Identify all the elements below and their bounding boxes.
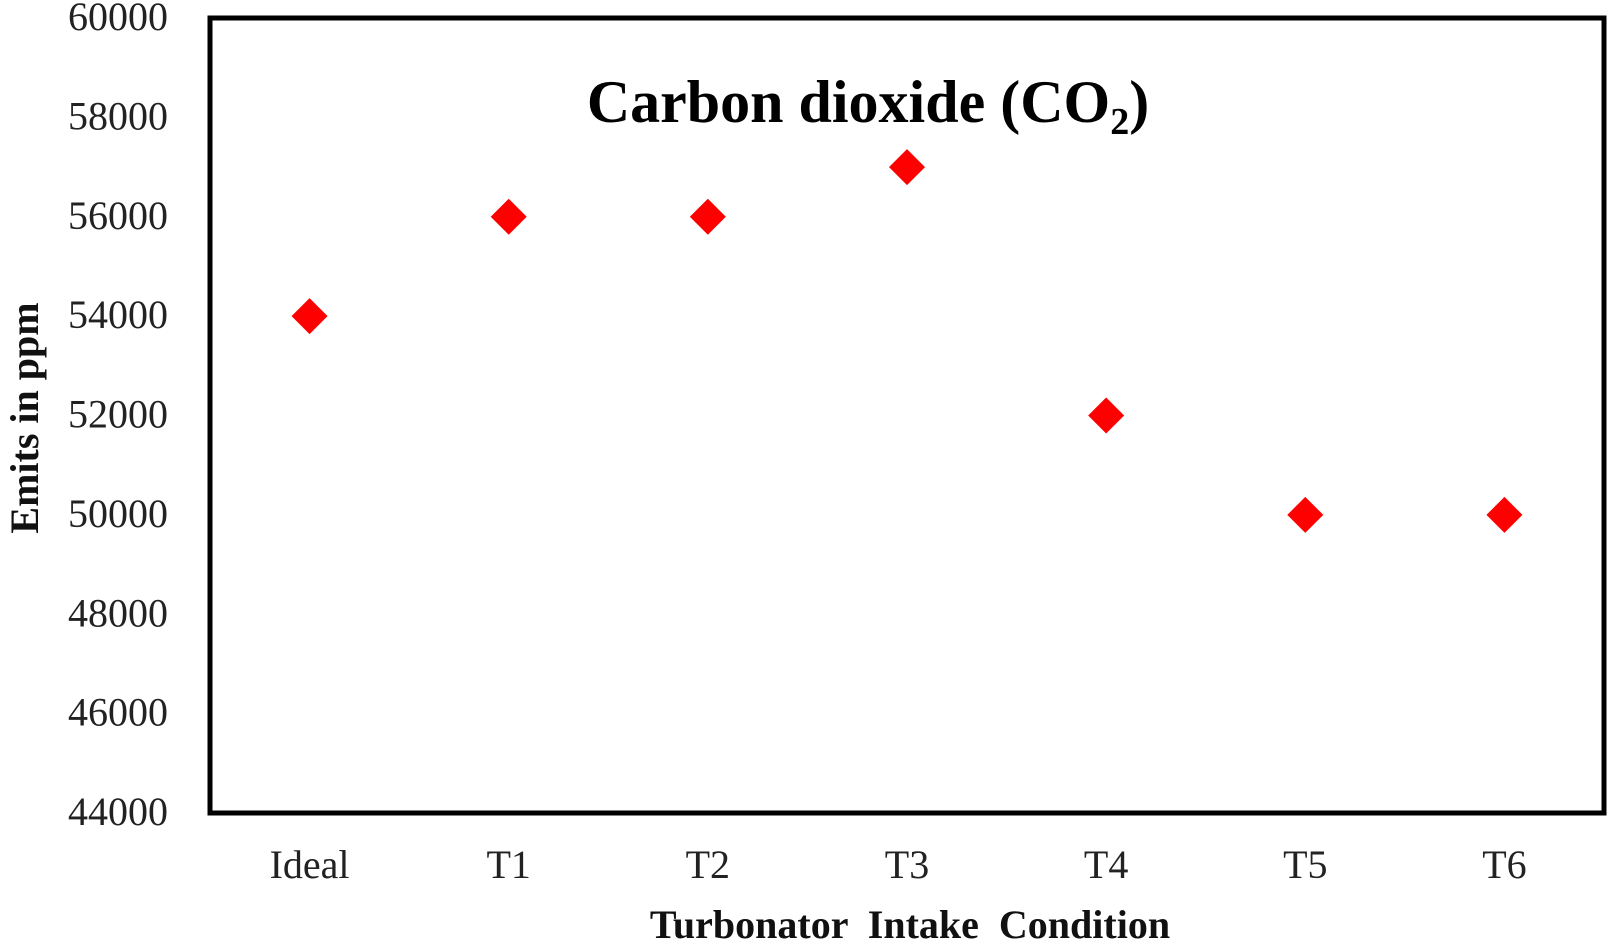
data-points: [291, 149, 1523, 533]
chart-title-subscript: 2: [1110, 101, 1129, 143]
y-tick-label: 50000: [68, 491, 168, 536]
data-point-diamond: [889, 149, 925, 186]
y-tick-label: 56000: [68, 193, 168, 238]
chart-title-suffix: ): [1129, 69, 1149, 135]
y-tick-label: 54000: [68, 292, 168, 337]
data-point-diamond: [1486, 496, 1523, 533]
x-tick-label: T5: [1283, 842, 1327, 887]
x-tick-label: T6: [1482, 842, 1526, 887]
data-point-diamond: [291, 298, 328, 335]
data-point-diamond: [490, 198, 527, 235]
x-tick-label: T4: [1084, 842, 1128, 887]
x-tick-label: T2: [686, 842, 730, 887]
chart-title-main: Carbon dioxide (CO: [587, 69, 1110, 135]
plot-area-frame: [207, 15, 1607, 816]
x-axis-ticks: Ideal T1 T2 T3 T4 T5 T6: [270, 842, 1527, 887]
x-tick-label: Ideal: [270, 842, 350, 887]
chart-title: Carbon dioxide (CO2): [587, 69, 1149, 143]
y-tick-label: 44000: [68, 789, 168, 834]
y-tick-label: 58000: [68, 93, 168, 138]
data-point-diamond: [689, 198, 726, 235]
y-tick-label: 52000: [68, 392, 168, 437]
y-tick-label: 60000: [68, 0, 168, 39]
x-tick-label: T1: [486, 842, 530, 887]
y-axis-ticks: 44000 46000 48000 50000 52000 54000 56000 58000…: [68, 0, 168, 834]
data-point-diamond: [1088, 397, 1125, 434]
x-axis-title: Turbonator Intake Condition: [650, 902, 1170, 942]
x-tick-label: T3: [885, 842, 929, 887]
data-point-diamond: [1287, 496, 1324, 533]
y-tick-label: 46000: [68, 690, 168, 735]
y-axis-title: Emits in ppm: [2, 302, 47, 533]
y-tick-label: 48000: [68, 590, 168, 635]
